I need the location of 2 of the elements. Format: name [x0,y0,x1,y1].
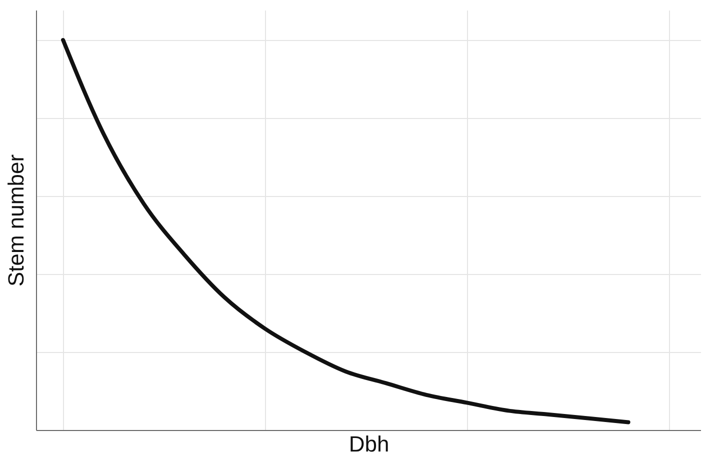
y-axis-title: Stem number [4,154,28,287]
x-axis-title: Dbh [348,432,390,456]
